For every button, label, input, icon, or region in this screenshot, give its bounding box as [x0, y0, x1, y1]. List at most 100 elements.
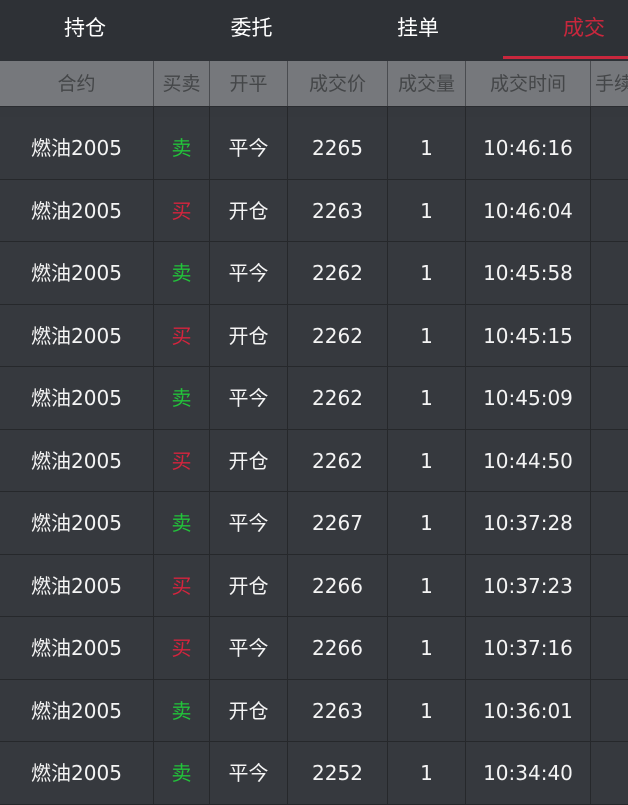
tab-orders[interactable]: 委托 — [230, 16, 273, 40]
cell-contract: 燃油2005 — [0, 742, 154, 804]
cell-qty: 1 — [388, 242, 466, 304]
cell-offset: 平今 — [210, 242, 288, 304]
table-row[interactable]: 燃油2005 卖开仓 2263 1 10:36:01 — [0, 679, 628, 742]
table-row[interactable]: 燃油2005 卖平今 2267 1 10:37:28 — [0, 492, 628, 555]
header-gap — [0, 107, 628, 117]
col-offset[interactable]: 开平 — [210, 61, 288, 106]
cell-qty: 1 — [388, 742, 466, 804]
cell-price: 2262 — [288, 429, 388, 491]
cell-price: 2252 — [288, 742, 388, 804]
table-row[interactable]: 燃油2005 卖平今 2265 1 10:46:16 — [0, 117, 628, 180]
cell-fee — [591, 492, 628, 554]
cell-price: 2266 — [288, 617, 388, 679]
cell-time: 10:37:28 — [466, 492, 591, 554]
cell-offset: 平今 — [210, 492, 288, 554]
cell-qty: 1 — [388, 617, 466, 679]
cell-fee — [591, 742, 628, 804]
table-row[interactable]: 燃油2005 卖平今 2262 1 10:45:09 — [0, 367, 628, 430]
cell-offset: 平今 — [210, 742, 288, 804]
cell-qty: 1 — [388, 367, 466, 429]
table-row[interactable]: 燃油2005 卖平今 2252 1 10:34:40 — [0, 742, 628, 805]
table-row[interactable]: 燃油2005 买开仓 2263 1 10:46:04 — [0, 179, 628, 242]
cell-price: 2262 — [288, 304, 388, 366]
table-header: 合约 买卖 开平 成交价 成交量 成交时间 手续费 — [0, 61, 628, 107]
cell-contract: 燃油2005 — [0, 304, 154, 366]
cell-side: 买 — [154, 304, 210, 366]
table-row[interactable]: 燃油2005 买开仓 2266 1 10:37:23 — [0, 554, 628, 617]
cell-price: 2262 — [288, 242, 388, 304]
cell-price: 2267 — [288, 492, 388, 554]
cell-price: 2263 — [288, 679, 388, 741]
cell-fee — [591, 555, 628, 617]
col-contract[interactable]: 合约 — [0, 61, 154, 106]
col-price[interactable]: 成交价 — [288, 61, 388, 106]
col-time[interactable]: 成交时间 — [466, 61, 591, 106]
cell-qty: 1 — [388, 554, 466, 616]
cell-offset: 开仓 — [210, 304, 288, 366]
cell-time: 10:34:40 — [466, 742, 591, 804]
cell-contract: 燃油2005 — [0, 179, 154, 241]
cell-contract: 燃油2005 — [0, 117, 154, 179]
cell-time: 10:44:50 — [466, 429, 591, 491]
cell-side: 买 — [154, 554, 210, 616]
cell-contract: 燃油2005 — [0, 554, 154, 616]
table-row[interactable]: 燃油2005 买开仓 2262 1 10:45:15 — [0, 304, 628, 367]
cell-fee — [591, 117, 628, 179]
cell-time: 10:37:16 — [466, 617, 591, 679]
col-side[interactable]: 买卖 — [154, 61, 210, 106]
cell-price: 2266 — [288, 554, 388, 616]
tab-positions[interactable]: 持仓 — [64, 16, 106, 40]
cell-time: 10:45:15 — [466, 304, 591, 366]
tab-bar: 持仓 委托 挂单 成交 — [0, 0, 628, 61]
cell-fee — [591, 367, 628, 429]
cell-offset: 开仓 — [210, 554, 288, 616]
cell-time: 10:37:23 — [466, 554, 591, 616]
tab-trades[interactable]: 成交 — [503, 0, 628, 61]
cell-offset: 开仓 — [210, 179, 288, 241]
cell-qty: 1 — [388, 304, 466, 366]
cell-contract: 燃油2005 — [0, 429, 154, 491]
table-row[interactable]: 燃油2005 卖平今 2262 1 10:45:58 — [0, 242, 628, 305]
cell-time: 10:46:16 — [466, 117, 591, 179]
cell-side: 买 — [154, 617, 210, 679]
cell-fee — [591, 305, 628, 367]
cell-price: 2265 — [288, 117, 388, 179]
cell-qty: 1 — [388, 117, 466, 179]
cell-time: 10:46:04 — [466, 179, 591, 241]
cell-fee — [591, 242, 628, 304]
cell-contract: 燃油2005 — [0, 242, 154, 304]
cell-qty: 1 — [388, 179, 466, 241]
tab-pending[interactable]: 挂单 — [397, 16, 439, 40]
cell-offset: 平今 — [210, 617, 288, 679]
cell-fee — [591, 617, 628, 679]
cell-qty: 1 — [388, 492, 466, 554]
cell-contract: 燃油2005 — [0, 492, 154, 554]
table-row[interactable]: 燃油2005 买开仓 2262 1 10:44:50 — [0, 429, 628, 492]
col-qty[interactable]: 成交量 — [388, 61, 466, 106]
cell-qty: 1 — [388, 679, 466, 741]
cell-offset: 平今 — [210, 367, 288, 429]
cell-contract: 燃油2005 — [0, 679, 154, 741]
cell-side: 卖 — [154, 492, 210, 554]
cell-qty: 1 — [388, 429, 466, 491]
cell-contract: 燃油2005 — [0, 367, 154, 429]
cell-offset: 开仓 — [210, 679, 288, 741]
cell-side: 买 — [154, 429, 210, 491]
cell-price: 2263 — [288, 179, 388, 241]
cell-side: 卖 — [154, 242, 210, 304]
cell-side: 卖 — [154, 117, 210, 179]
cell-fee — [591, 430, 628, 492]
cell-side: 卖 — [154, 367, 210, 429]
cell-time: 10:45:09 — [466, 367, 591, 429]
cell-price: 2262 — [288, 367, 388, 429]
table-row[interactable]: 燃油2005 买平今 2266 1 10:37:16 — [0, 617, 628, 680]
cell-fee — [591, 680, 628, 742]
cell-time: 10:45:58 — [466, 242, 591, 304]
cell-contract: 燃油2005 — [0, 617, 154, 679]
col-fee[interactable]: 手续费 — [595, 73, 628, 95]
trade-list[interactable]: 燃油2005 卖平今 2265 1 10:46:16 燃油2005 买开仓 2263 1 10:4… — [0, 117, 628, 805]
cell-side: 卖 — [154, 679, 210, 741]
cell-offset: 平今 — [210, 117, 288, 179]
cell-side: 卖 — [154, 742, 210, 804]
cell-time: 10:36:01 — [466, 679, 591, 741]
